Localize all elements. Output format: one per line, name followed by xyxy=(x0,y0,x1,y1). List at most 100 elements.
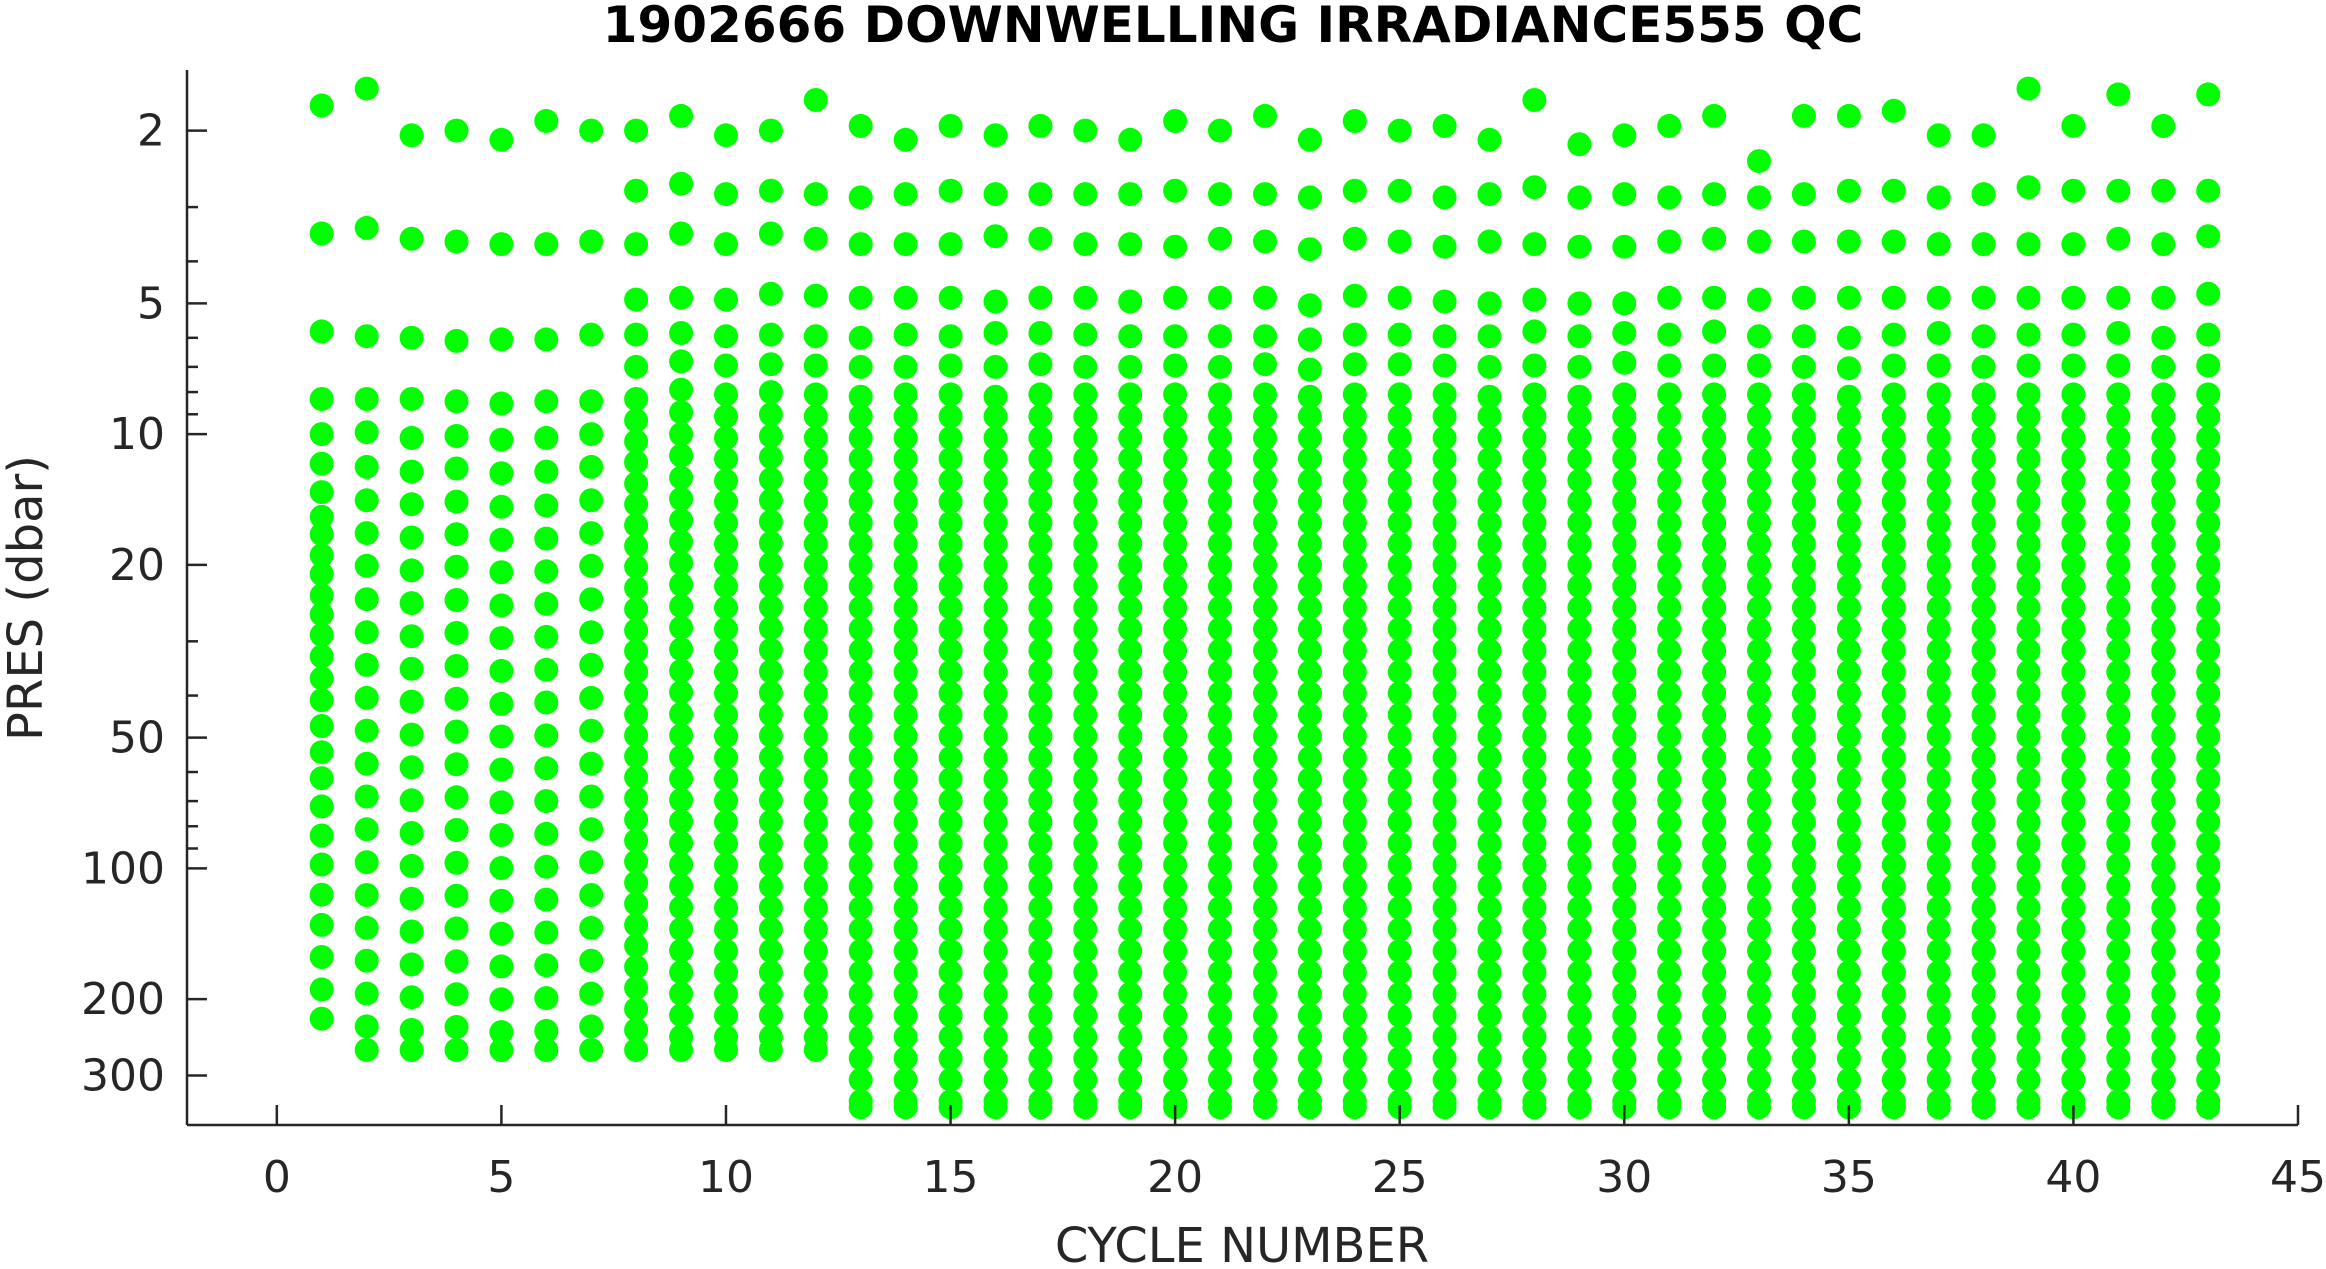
data-point xyxy=(399,788,424,813)
data-point xyxy=(1208,226,1232,251)
data-point xyxy=(1747,552,1771,577)
data-point xyxy=(579,817,604,842)
data-point xyxy=(2196,552,2221,577)
data-point xyxy=(309,945,334,969)
data-point xyxy=(1522,852,1547,877)
data-point xyxy=(354,718,379,743)
data-point xyxy=(534,493,559,518)
data-point xyxy=(848,724,873,749)
data-point xyxy=(1522,638,1547,663)
data-point xyxy=(1612,446,1637,471)
data-point xyxy=(669,465,694,490)
data-point xyxy=(2061,767,2086,792)
data-point xyxy=(1612,724,1637,749)
data-point xyxy=(1836,425,1861,450)
data-point xyxy=(848,638,873,663)
data-point xyxy=(1612,702,1637,727)
data-point xyxy=(1163,638,1188,663)
data-point xyxy=(1073,552,1098,577)
data-point xyxy=(2196,468,2221,493)
data-point xyxy=(1432,552,1457,577)
data-point xyxy=(2106,595,2131,620)
data-point xyxy=(714,895,738,920)
data-point xyxy=(938,232,963,257)
data-point xyxy=(1208,1003,1232,1028)
data-point xyxy=(579,322,604,347)
data-point xyxy=(893,1046,918,1071)
data-point xyxy=(1028,852,1053,877)
data-point xyxy=(1163,404,1188,429)
data-point xyxy=(893,1024,918,1049)
data-point xyxy=(1073,960,1098,985)
data-point xyxy=(2196,745,2221,770)
data-point xyxy=(489,921,514,946)
data-point xyxy=(1836,767,1861,792)
x-tick-label: 45 xyxy=(2270,1152,2326,1203)
data-point xyxy=(489,560,514,585)
data-point xyxy=(1791,681,1816,706)
data-point xyxy=(2061,322,2086,347)
data-point xyxy=(1612,617,1637,641)
data-point xyxy=(1118,425,1143,450)
data-point xyxy=(399,853,424,878)
data-point xyxy=(1297,293,1322,318)
data-point xyxy=(1432,324,1457,349)
data-point xyxy=(354,817,379,842)
data-point xyxy=(354,1038,379,1062)
data-point xyxy=(1073,322,1098,347)
data-point xyxy=(1477,702,1502,727)
data-point xyxy=(1657,404,1682,429)
data-point xyxy=(1342,510,1367,535)
data-point xyxy=(1702,353,1727,378)
data-point xyxy=(983,681,1008,706)
data-point xyxy=(1612,350,1637,375)
data-point xyxy=(803,88,828,112)
data-point xyxy=(1028,1046,1053,1071)
data-point xyxy=(354,784,379,809)
data-point xyxy=(1836,617,1861,641)
data-point xyxy=(2016,446,2041,471)
data-point xyxy=(399,492,424,517)
data-point xyxy=(1387,468,1412,493)
data-point xyxy=(1702,404,1727,429)
data-point xyxy=(1028,595,1053,620)
data-point xyxy=(1522,319,1547,344)
data-point xyxy=(1926,468,1951,493)
data-point xyxy=(309,602,334,627)
data-point xyxy=(2196,446,2221,471)
data-point xyxy=(893,425,918,450)
data-point xyxy=(1163,178,1188,203)
data-point xyxy=(1747,1046,1771,1071)
data-point xyxy=(2196,724,2221,749)
data-point xyxy=(1522,353,1547,378)
data-point xyxy=(803,324,828,349)
data-point xyxy=(714,1003,738,1028)
data-point xyxy=(2151,874,2176,899)
data-point xyxy=(1297,981,1322,1006)
data-point xyxy=(1253,1024,1277,1049)
data-point xyxy=(1612,489,1637,514)
data-point xyxy=(1971,1003,1996,1028)
data-point xyxy=(1657,552,1682,577)
data-point xyxy=(2061,960,2086,985)
data-point xyxy=(354,420,379,445)
data-point xyxy=(893,788,918,813)
data-point xyxy=(534,657,559,682)
data-point xyxy=(1702,660,1727,684)
data-point xyxy=(848,1046,873,1071)
data-point xyxy=(893,702,918,727)
data-point xyxy=(1702,831,1727,856)
data-point xyxy=(848,831,873,856)
data-point xyxy=(2061,353,2086,378)
data-point xyxy=(1567,552,1592,577)
data-point xyxy=(1926,852,1951,877)
data-point xyxy=(1118,638,1143,663)
data-point xyxy=(1567,291,1592,316)
data-point xyxy=(309,740,334,765)
data-point xyxy=(1028,617,1053,641)
data-point xyxy=(669,400,694,425)
data-point xyxy=(758,895,783,920)
data-point xyxy=(534,690,559,715)
data-point xyxy=(1567,681,1592,706)
data-points xyxy=(309,76,2221,1120)
